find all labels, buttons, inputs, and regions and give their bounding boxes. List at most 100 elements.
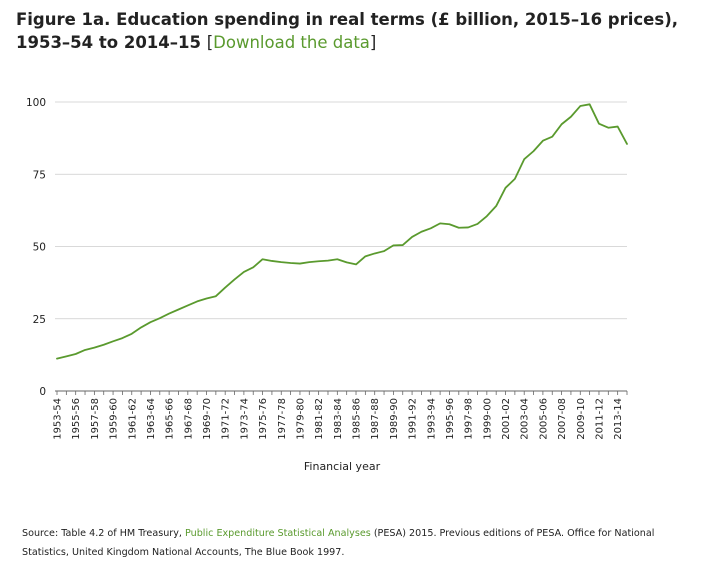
source-note: Source: Table 4.2 of HM Treasury, Public…	[22, 524, 692, 562]
x-tick-label: 2005-06	[538, 398, 549, 440]
data-point	[289, 262, 291, 264]
y-tick-label: 100	[26, 97, 46, 109]
data-point	[140, 326, 142, 328]
data-point	[448, 223, 450, 225]
figure-title-text: Figure 1a. Education spending in real te…	[16, 10, 678, 52]
data-point	[168, 312, 170, 314]
x-tick-label: 2013-14	[613, 398, 624, 440]
data-point	[392, 244, 394, 246]
data-point	[299, 262, 301, 264]
data-point	[149, 321, 151, 323]
x-tick-label: 2011-12	[594, 398, 605, 440]
data-point	[280, 261, 282, 263]
data-point	[458, 227, 460, 229]
data-point	[131, 333, 133, 335]
x-tick-label: 1955-56	[71, 398, 82, 440]
data-point	[187, 304, 189, 306]
data-point	[93, 346, 95, 348]
x-tick-label: 2009-10	[576, 398, 587, 440]
x-tick-label: 1977-78	[277, 398, 288, 440]
data-point	[607, 127, 609, 129]
data-point	[439, 222, 441, 224]
data-point	[570, 116, 572, 118]
x-tick-label: 1961-62	[127, 398, 138, 440]
data-point	[560, 123, 562, 125]
data-point	[177, 308, 179, 310]
x-tick-label: 1969-70	[202, 398, 213, 440]
data-point	[224, 286, 226, 288]
x-axis: 1953-54 1955-56 1957-58 1959-60 1961-62 1963-…	[53, 391, 628, 440]
x-tick-label: 1971-72	[221, 398, 232, 440]
y-tick-label: 0	[39, 386, 46, 398]
data-point	[542, 140, 544, 142]
x-tick-label: 1997-98	[464, 398, 475, 440]
data-point	[383, 250, 385, 252]
data-point	[233, 278, 235, 280]
data-point	[364, 255, 366, 257]
y-tick-label: 75	[33, 169, 46, 181]
x-tick-label: 2001-02	[501, 398, 512, 440]
bracket-close: ]	[369, 33, 377, 52]
data-point	[56, 357, 58, 359]
pesa-link[interactable]: Public Expenditure Statistical Analyses	[185, 528, 371, 539]
data-point	[430, 227, 432, 229]
x-tick-label: 1995-96	[445, 398, 456, 440]
data-point	[205, 297, 207, 299]
x-tick-label: 1979-80	[295, 398, 306, 440]
data-point	[532, 150, 534, 152]
data-point	[402, 244, 404, 246]
x-tick-label: 1975-76	[258, 398, 269, 440]
x-tick-label: 1983-84	[333, 398, 344, 440]
x-tick-label: 1973-74	[239, 398, 250, 440]
download-data-link[interactable]: Download the data	[213, 33, 370, 52]
x-tick-label: 1965-66	[165, 398, 176, 440]
x-tick-label: 1957-58	[90, 398, 101, 440]
data-point	[65, 355, 67, 357]
y-tick-label: 25	[33, 314, 46, 326]
data-point	[84, 349, 86, 351]
data-point	[308, 261, 310, 263]
data-point	[317, 260, 319, 262]
data-point	[579, 105, 581, 107]
data-point	[486, 215, 488, 217]
gridlines	[55, 101, 627, 392]
data-point	[411, 236, 413, 238]
x-tick-label: 1963-64	[146, 398, 157, 440]
data-point	[345, 261, 347, 263]
data-point	[252, 266, 254, 268]
bracket-open: [	[206, 33, 214, 52]
y-tick-label: 50	[33, 242, 46, 254]
data-point	[504, 187, 506, 189]
data-point	[121, 337, 123, 339]
x-tick-label: 1989-90	[389, 398, 400, 440]
data-point	[261, 258, 263, 260]
x-tick-label: 2007-08	[557, 398, 568, 440]
data-point	[196, 300, 198, 302]
data-point	[626, 143, 628, 145]
data-point	[514, 178, 516, 180]
y-axis-ticks: 0 25 50 75 100	[26, 97, 46, 398]
data-point	[420, 231, 422, 233]
data-point	[215, 295, 217, 297]
data-point	[74, 353, 76, 355]
data-point	[355, 263, 357, 265]
x-tick-label: 2003-04	[520, 398, 531, 440]
x-tick-label: 1985-86	[352, 398, 363, 440]
x-tick-label: 1993-94	[426, 398, 437, 440]
x-tick-label: 1987-88	[370, 398, 381, 440]
data-point	[243, 271, 245, 273]
series-line	[56, 103, 628, 360]
x-tick-label: 1999-00	[482, 398, 493, 440]
x-axis-label: Financial year	[304, 460, 381, 473]
figure-title: Figure 1a. Education spending in real te…	[16, 8, 696, 54]
data-point	[523, 158, 525, 160]
data-point	[616, 125, 618, 127]
data-point	[588, 103, 590, 105]
x-tick-label: 1959-60	[109, 398, 120, 440]
data-point	[103, 344, 105, 346]
data-point	[551, 135, 553, 137]
data-point	[495, 205, 497, 207]
data-point	[467, 226, 469, 228]
data-point	[159, 317, 161, 319]
